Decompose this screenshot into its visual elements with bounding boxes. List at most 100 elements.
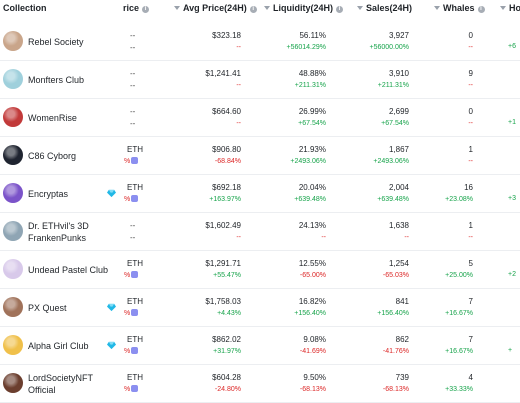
header-whales-label: Whales [443, 3, 475, 13]
info-icon: i [336, 6, 343, 13]
liquidity-value: 12.55% [298, 259, 326, 268]
whales-value: 1 [468, 145, 473, 154]
liquidity-change: +67.54% [298, 120, 326, 127]
liquidity-change: +156.40% [294, 310, 326, 317]
avg-price-value: $862.02 [212, 335, 241, 344]
liquidity-change: -65.00% [299, 272, 326, 279]
collection-avatar [3, 145, 23, 165]
chain-icon [131, 271, 139, 278]
floor-price-value: -- [130, 69, 136, 78]
chain-icon [131, 195, 139, 202]
header-liquidity-label: Liquidity(24H) [273, 3, 333, 13]
header-avg-price[interactable]: Avg Price(24H) i [174, 3, 257, 13]
header-collection: Collection [3, 3, 47, 13]
table-row[interactable]: WomenRise -- -- $664.60 -- 26.99% +67.54… [0, 99, 520, 137]
sales-value: 862 [395, 335, 409, 344]
avg-price-value: $1,758.03 [205, 297, 241, 306]
liquidity-value: 48.88% [298, 69, 326, 78]
collection-name[interactable]: Monfters Club [28, 75, 85, 85]
floor-price-value: -- [130, 107, 136, 116]
whales-change: -- [468, 44, 473, 51]
table-row[interactable]: Undead Pastel Club ETH % $1,291.71 +55.4… [0, 251, 520, 289]
collection-name[interactable]: Undead Pastel Club [28, 265, 109, 275]
whales-value: 7 [468, 335, 473, 344]
liquidity-change: -68.13% [299, 386, 326, 393]
whales-change: +33.33% [445, 386, 473, 393]
sales-value: 1,638 [388, 221, 409, 230]
header-whales[interactable]: Whales i [434, 3, 485, 13]
header-floor-price[interactable]: rice i [123, 3, 150, 13]
floor-price-change: % [124, 195, 139, 203]
collection-name[interactable]: Rebel Society [28, 37, 84, 47]
whales-value: 0 [468, 31, 473, 40]
liquidity-change: +56014.29% [286, 44, 326, 51]
collection-name[interactable]: Encryptas [28, 189, 69, 199]
avg-price-value: $1,602.49 [205, 221, 241, 230]
avg-price-value: $692.18 [212, 183, 241, 192]
sales-value: 3,910 [388, 69, 409, 78]
collection-name[interactable]: C86 Cyborg [28, 151, 77, 161]
whales-value: 1 [468, 221, 473, 230]
floor-price-value: ETH [127, 335, 143, 344]
collection-name[interactable]: WomenRise [28, 113, 77, 123]
sort-icon [174, 6, 180, 10]
avg-price-change: -68.84% [214, 158, 241, 165]
liquidity-value: 21.93% [298, 145, 326, 154]
table-row[interactable]: PX Quest ETH % $1,758.03 +4.43% 16.82% +… [0, 289, 520, 327]
chain-icon [131, 309, 139, 316]
floor-price-change: -- [130, 43, 136, 52]
table-row[interactable]: Alpha Girl Club ETH % $862.02 +31.97% 9.… [0, 327, 520, 365]
collection-avatar [3, 221, 23, 241]
sales-value: 841 [395, 297, 409, 306]
sales-change: +67.54% [381, 120, 409, 127]
table-row[interactable]: Encryptas ETH % $692.18 +163.97% 20.04% … [0, 175, 520, 213]
sort-icon [500, 6, 506, 10]
avg-price-value: $1,291.71 [205, 259, 241, 268]
holders-change: +2 [508, 271, 516, 278]
avg-price-change: -- [236, 82, 241, 89]
table-row[interactable]: LordSocietyNFT Official ETH % $604.28 -2… [0, 365, 520, 403]
avg-price-change: +4.43% [217, 310, 241, 317]
header-holders[interactable]: Ho [500, 3, 520, 13]
floor-price-change: % [124, 347, 139, 355]
collection-name[interactable]: Dr. ETHvil's 3D FrankenPunks [28, 221, 89, 243]
liquidity-change: -- [321, 234, 326, 241]
sales-change: +156.40% [377, 310, 409, 317]
collection-name[interactable]: LordSocietyNFT Official [28, 373, 93, 395]
sales-value: 2,699 [388, 107, 409, 116]
whales-change: -- [468, 120, 473, 127]
liquidity-change: -41.69% [299, 348, 326, 355]
table-row[interactable]: Rebel Society -- -- $323.18 -- 56.11% +5… [0, 23, 520, 61]
sales-value: 1,254 [388, 259, 409, 268]
table-row[interactable]: C86 Cyborg ETH % $906.80 -68.84% 21.93% … [0, 137, 520, 175]
diamond-icon [107, 341, 116, 350]
avg-price-change: +163.97% [209, 196, 241, 203]
avg-price-value: $604.28 [212, 373, 241, 382]
diamond-icon [107, 189, 116, 198]
whales-value: 16 [464, 183, 473, 192]
sort-icon [264, 6, 270, 10]
collection-avatar [3, 31, 23, 51]
sales-change: -65.03% [382, 272, 409, 279]
floor-price-pct: % [124, 310, 131, 317]
collection-name[interactable]: PX Quest [28, 303, 67, 313]
floor-price-change: -- [130, 119, 136, 128]
avg-price-change: -24.80% [214, 386, 241, 393]
floor-price-change: -- [130, 233, 136, 242]
liquidity-change: +639.48% [294, 196, 326, 203]
table-row[interactable]: Dr. ETHvil's 3D FrankenPunks -- -- $1,60… [0, 213, 520, 251]
header-liquidity[interactable]: Liquidity(24H) i [264, 3, 343, 13]
avg-price-value: $906.80 [212, 145, 241, 154]
header-sales[interactable]: Sales(24H) [357, 3, 412, 13]
whales-change: -- [468, 234, 473, 241]
sort-icon [357, 6, 363, 10]
table-row[interactable]: Monfters Club -- -- $1,241.41 -- 48.88% … [0, 61, 520, 99]
floor-price-change: -- [130, 81, 136, 90]
liquidity-value: 20.04% [298, 183, 326, 192]
floor-price-value: ETH [127, 145, 143, 154]
collection-avatar [3, 183, 23, 203]
collection-name[interactable]: Alpha Girl Club [28, 341, 89, 351]
avg-price-value: $664.60 [212, 107, 241, 116]
avg-price-change: +31.97% [213, 348, 241, 355]
collection-avatar [3, 69, 23, 89]
